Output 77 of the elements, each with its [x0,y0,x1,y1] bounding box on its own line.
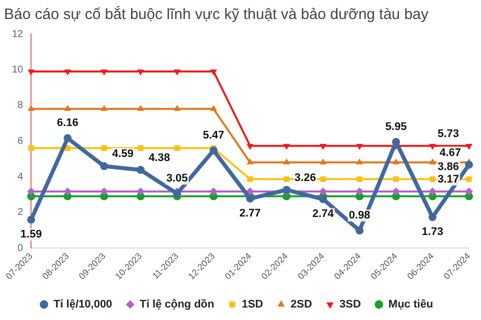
point [174,145,180,151]
point [393,176,399,182]
point [246,158,254,164]
point [466,144,472,150]
point [101,145,107,151]
chart-title: Báo cáo sự cố bắt buộc lĩnh vực kỹ thuật và bảo dưỡng tàu bay [4,5,429,24]
point [136,166,145,174]
point [246,144,254,150]
data-label: 1.59 [20,228,42,241]
point [283,144,290,150]
point [28,145,34,151]
point [430,176,436,182]
data-label: 5.73 [438,128,460,140]
point [429,158,436,164]
point [429,144,436,150]
data-label: 4.59 [112,148,134,160]
point [284,176,290,182]
point [28,69,35,76]
data-label: 6.16 [56,117,78,130]
y-tick-label: 6 [18,136,24,147]
y-tick-label: 12 [12,28,24,40]
point [246,194,254,203]
point [428,213,437,222]
legend-label: Tỉ lệ cộng dồn [140,298,215,311]
point [283,158,290,164]
point [247,176,253,182]
point [100,104,108,111]
point [356,226,364,235]
data-label: 3.26 [294,172,316,184]
data-label: 4.38 [148,152,170,164]
point [319,195,328,204]
data-label: 2.74 [312,208,335,220]
point [64,69,72,76]
y-tick-label: 8 [18,100,24,112]
legend-label: 2SD [290,298,312,311]
data-label: 3.17 [438,174,460,186]
point [28,104,35,111]
data-label: 0.98 [348,210,370,222]
data-label: 3.05 [166,172,188,185]
point [466,176,472,182]
point [100,69,108,76]
y-tick-label: 2 [18,207,24,218]
point [356,176,362,182]
point [320,176,326,182]
point [137,104,144,111]
point [64,104,72,111]
point [392,158,400,164]
data-label: 3.86 [438,161,460,174]
point [100,162,108,170]
point [356,158,363,164]
data-label: 4.67 [440,146,462,159]
point [137,69,144,76]
data-label: 5.47 [202,129,224,142]
point [138,145,144,151]
point [465,160,473,169]
point [356,144,363,150]
point [210,146,218,154]
legend-label: Tỉ lệ/10,000 [53,298,112,311]
data-label: 5.95 [385,120,407,133]
point [174,69,181,76]
point [210,69,218,76]
legend-label: 1SD [242,298,264,311]
legend-label: Mục tiêu [388,298,434,311]
point [465,187,473,196]
y-tick-label: 0 [18,242,24,254]
point [210,104,218,111]
point [320,144,327,150]
legend-label: 3SD [340,298,361,311]
point [173,190,182,198]
point [320,158,327,164]
data-label: 2.77 [239,208,261,220]
y-tick-label: 4 [18,171,24,182]
point [174,104,181,111]
data-label: 1.73 [422,226,444,238]
y-tick-label: 10 [12,64,24,76]
point [27,216,36,224]
point [64,134,72,142]
